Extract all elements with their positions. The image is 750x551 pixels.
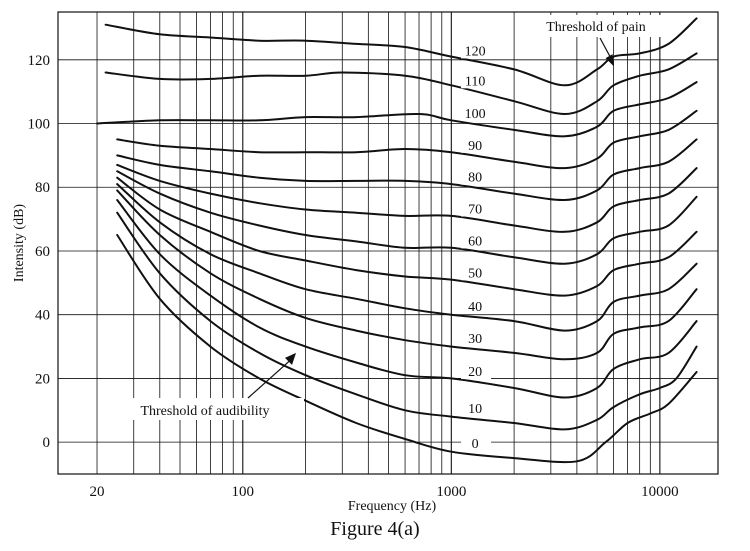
y-tick-labels: 0 20 40 60 80 100 120 [28, 53, 51, 451]
y-tick-label: 60 [35, 244, 50, 260]
loudness-curve-60 [116, 170, 698, 265]
loudness-curve-120 [104, 17, 698, 87]
curve-label-70: 70 [468, 203, 482, 218]
curve-label-100: 100 [465, 107, 486, 122]
annotation-audibility-leader [247, 356, 295, 399]
annotation-audibility-bg [122, 398, 304, 420]
curve-label-50: 50 [468, 266, 482, 281]
loudness-curve-40 [116, 183, 698, 332]
curve-label-bg [461, 200, 492, 217]
curve-label-10: 10 [468, 402, 482, 417]
curve-label-110: 110 [465, 74, 485, 89]
horizontal-gridlines [58, 59, 718, 443]
curve-label-80: 80 [468, 171, 482, 186]
annotation-audibility-arrowhead [285, 352, 297, 365]
curve-label-bg [461, 329, 492, 346]
plot-frame [57, 11, 719, 475]
loudness-curve-20 [116, 199, 698, 399]
x-tick-labels: 20 100 1000 10000 [90, 484, 679, 500]
figure-caption: Figure 4(a) [330, 518, 420, 540]
loudness-curve-90 [116, 109, 698, 170]
curve-label-bg [461, 136, 492, 153]
x-tick-label: 20 [90, 484, 105, 500]
curve-label-bg [461, 435, 492, 452]
curve-label-0: 0 [472, 437, 479, 452]
curve-labels: 0 10 20 30 40 50 60 70 80 90 100 110 120 [461, 42, 492, 452]
vertical-gridlines [96, 12, 661, 474]
curve-label-120: 120 [465, 44, 486, 59]
curve-label-bg [461, 264, 492, 281]
curve-label-bg [461, 232, 492, 249]
loudness-curve-70 [116, 163, 698, 233]
curve-label-30: 30 [468, 332, 482, 347]
y-tick-label: 120 [28, 53, 51, 69]
annotation-pain-bg [516, 15, 676, 37]
y-tick-label: 20 [35, 371, 50, 387]
y-tick-label: 80 [35, 180, 50, 196]
annotations: Threshold of pain Threshold of audibility [122, 15, 676, 420]
loudness-curve-100 [96, 81, 698, 138]
curve-label-90: 90 [468, 139, 482, 154]
curve-label-bg [461, 298, 492, 315]
loudness-curve-50 [116, 176, 698, 297]
curve-label-bg [461, 104, 492, 121]
annotation-pain-arrowhead [605, 54, 614, 67]
x-axis-title: Frequency (Hz) [348, 499, 437, 514]
loudness-chart: 20 100 1000 10000 0 20 40 60 80 100 120 0 10 20 30 40… [12, 11, 719, 514]
curve-label-bg [461, 168, 492, 185]
loudness-curve-110 [104, 52, 698, 115]
annotation-audibility: Threshold of audibility [140, 404, 269, 419]
equal-loudness-curves [96, 17, 698, 464]
x-tick-label: 100 [232, 484, 255, 500]
loudness-curve-80 [116, 138, 698, 202]
y-tick-label: 40 [35, 308, 50, 324]
y-tick-label: 0 [43, 435, 51, 451]
y-axis-title: Intensity (dB) [12, 204, 27, 282]
y-tick-label: 100 [28, 117, 51, 133]
curve-label-60: 60 [468, 234, 482, 249]
curve-label-bg [461, 72, 492, 89]
loudness-curve-0 [116, 234, 698, 464]
curve-label-bg [461, 42, 492, 59]
curve-label-40: 40 [468, 300, 482, 315]
curve-label-bg [461, 400, 492, 417]
loudness-curve-30 [116, 189, 698, 361]
loudness-curve-10 [116, 211, 698, 431]
x-tick-label: 10000 [641, 484, 679, 500]
x-tick-label: 1000 [436, 484, 466, 500]
curve-label-20: 20 [468, 365, 482, 380]
curve-label-bg [461, 363, 492, 380]
annotation-pain: Threshold of pain [546, 20, 646, 35]
